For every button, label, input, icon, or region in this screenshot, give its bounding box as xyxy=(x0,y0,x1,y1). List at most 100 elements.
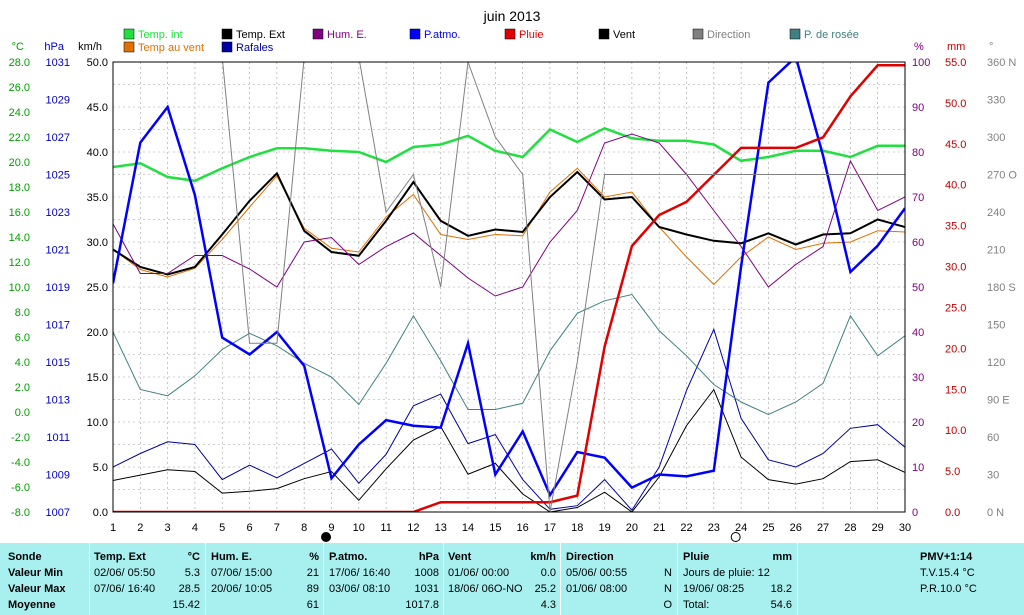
stats-patmo-max-value: 1031 xyxy=(414,583,439,595)
stats-hum-min-date: 07/06/ 15:00 xyxy=(211,567,273,579)
axis-tick-label: 0.0 xyxy=(93,507,108,519)
stats-vent-title: Vent xyxy=(448,551,472,563)
axis-tick-label: 45.0 xyxy=(87,102,108,114)
statistics-panel: Sonde Valeur Min Valeur Max Moyenne Temp… xyxy=(0,543,1024,615)
stats-patmo-title: P.atmo. xyxy=(329,551,368,563)
axis-tick-label: 2.0 xyxy=(15,382,30,394)
series-temp-ext xyxy=(113,170,905,276)
stats-hum-min-value: 21 xyxy=(306,567,319,579)
axis-unit-label: hPa xyxy=(44,41,64,53)
axis-tick-label: 14.0 xyxy=(9,232,30,244)
stats-hum-title: Hum. E. xyxy=(211,551,252,563)
stats-pluie-unit: mm xyxy=(772,551,792,563)
stats-vent-column: Vent km/h 01/06/ 00:00 0.0 18/06/ 06O-NO 25… xyxy=(448,549,560,613)
x-tick-label: 11 xyxy=(380,522,391,534)
series-line xyxy=(113,167,905,286)
legend-label: Rafales xyxy=(236,42,274,54)
series-line xyxy=(113,64,905,512)
axis-tick-label: 90 xyxy=(912,102,924,114)
axis-tick-label: 20.0 xyxy=(9,157,30,169)
stats-moy-label: Moyenne xyxy=(8,599,56,611)
x-tick-label: 8 xyxy=(301,522,307,534)
stats-pmv-column: PMV+1:14 T.V.15.4 °C P.R.10.0 °C xyxy=(803,549,1019,613)
axis-tick-label: 8.0 xyxy=(15,307,30,319)
stats-dir-moy: O xyxy=(663,599,672,611)
axis-tick-label: 100 xyxy=(912,57,930,69)
x-tick-label: 2 xyxy=(137,522,143,534)
axis-tick-label: 0 xyxy=(912,507,918,519)
axis-tick-label: 40.0 xyxy=(945,180,966,192)
series-line xyxy=(113,170,905,276)
axis-tick-label: 1021 xyxy=(46,245,70,257)
axis-tick-label: 26.0 xyxy=(9,82,30,94)
stats-pluie-total-label: Total: xyxy=(683,599,710,611)
legend-label: Vent xyxy=(613,29,635,41)
stats-min-label: Valeur Min xyxy=(8,567,64,579)
axis-tick-label: 0.0 xyxy=(945,507,960,519)
stats-hum-max-date: 20/06/ 10:05 xyxy=(211,583,273,595)
axis-tick-label: 1009 xyxy=(46,470,70,482)
series-line xyxy=(113,126,905,183)
stats-pluie-days: Jours de pluie: 12 xyxy=(683,567,770,579)
series-line xyxy=(222,62,905,512)
x-tick-label: 1 xyxy=(110,522,116,534)
series-pluie xyxy=(113,64,905,512)
axis-tick-label: 30 xyxy=(912,372,924,384)
x-tick-label: 5 xyxy=(219,522,225,534)
stats-temp-column: Temp. Ext °C 02/06/ 05:50 5.3 07/06/ 16:40… xyxy=(94,549,204,613)
x-tick-label: 25 xyxy=(762,522,774,534)
axis-tick-label: 15.0 xyxy=(87,372,108,384)
stats-dir-min-value: N xyxy=(664,567,672,579)
series-p-atmo- xyxy=(113,62,905,498)
axis-tick-label: 20 xyxy=(912,417,924,429)
x-tick-label: 17 xyxy=(544,522,556,534)
axis-tick-label: 1029 xyxy=(46,95,70,107)
axis-tick-label: 10.0 xyxy=(87,417,108,429)
legend-label: Pluie xyxy=(519,29,543,41)
axis-tick-label: 1013 xyxy=(46,395,70,407)
axis-tick-label: 0 N xyxy=(987,507,1004,519)
stats-dir-column: Direction 05/06/ 00:55 N 01/06/ 08:00 N O xyxy=(566,549,676,613)
x-tick-label: 27 xyxy=(817,522,829,534)
stats-hum-column: Hum. E.% 07/06/ 15:00 21 20/06/ 10:05 89 6… xyxy=(211,549,323,613)
stats-patmo-min-value: 1008 xyxy=(414,567,439,579)
legend-swatch xyxy=(504,28,516,40)
axis-tick-label: 20.0 xyxy=(87,327,108,339)
axis-tick-label: 10 xyxy=(912,462,924,474)
stats-patmo-column: P.atmo. hPa 17/06/ 16:40 1008 03/06/ 08:10… xyxy=(329,549,443,613)
axis-tick-label: 360 N xyxy=(987,57,1016,69)
axis-tick-label: 35.0 xyxy=(945,221,966,233)
legend-label: Hum. E. xyxy=(327,29,367,41)
axis-unit-label: mm xyxy=(947,41,965,53)
axis-tick-label: 0.0 xyxy=(15,407,30,419)
stats-patmo-unit: hPa xyxy=(418,551,439,563)
stats-pluie-max-value: 18.2 xyxy=(770,583,792,595)
series-vent xyxy=(113,388,905,512)
axis-tick-label: 1017 xyxy=(46,320,70,332)
series-p-de-ros-e xyxy=(113,293,905,416)
legend-swatch xyxy=(692,28,704,40)
stats-patmo-min-date: 17/06/ 16:40 xyxy=(329,567,391,579)
legend-swatch xyxy=(312,28,324,40)
axis-tick-label: 80 xyxy=(912,147,924,159)
x-tick-label: 12 xyxy=(407,522,419,534)
axis-tick-label: 1011 xyxy=(46,432,70,444)
x-tick-label: 9 xyxy=(328,522,334,534)
x-tick-label: 22 xyxy=(680,522,692,534)
axis-tick-label: 10.0 xyxy=(945,425,966,437)
axis-tick-label: 40.0 xyxy=(87,147,108,159)
x-tick-label: 19 xyxy=(598,522,610,534)
series-temp-int xyxy=(113,126,905,183)
stats-pluie-column: Pluie mm Jours de pluie: 12 19/06/ 08:25 1… xyxy=(683,549,796,613)
axis-tick-label: 1027 xyxy=(46,132,70,144)
legend-swatch xyxy=(409,28,421,40)
x-tick-label: 7 xyxy=(274,522,280,534)
x-tick-label: 24 xyxy=(735,522,747,534)
legend-label: P. de rosée xyxy=(804,29,859,41)
legend-swatch xyxy=(598,28,610,40)
axis-tick-label: 55.0 xyxy=(945,57,966,69)
axis-tick-label: 30.0 xyxy=(945,262,966,274)
stats-patmo-moy: 1017.8 xyxy=(405,599,439,611)
